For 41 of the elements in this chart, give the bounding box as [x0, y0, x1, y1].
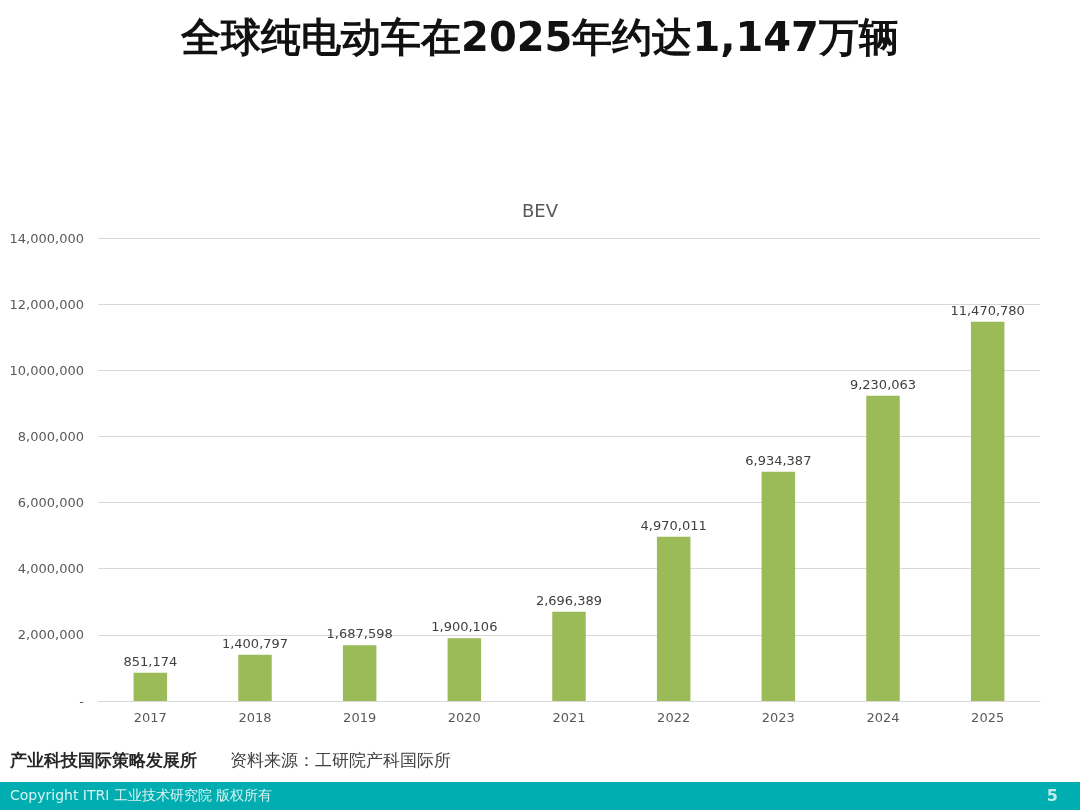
- data-label: 1,900,106: [431, 619, 498, 635]
- text: 资料来源：工研院产科国际所: [230, 749, 451, 770]
- bar: [238, 654, 272, 701]
- x-tick-label: 2021: [552, 710, 586, 725]
- x-tick-label: 2024: [866, 710, 900, 725]
- x-tick-label: 2025: [971, 710, 1005, 725]
- bar: [133, 672, 168, 701]
- y-tick-label: 12,000,000: [9, 296, 84, 312]
- y-tick-label: 6,000,000: [17, 495, 84, 511]
- data-label: 4,970,011: [640, 517, 707, 533]
- x-tick-label: 2023: [761, 710, 795, 725]
- y-tick-label: 10,000,000: [9, 362, 84, 378]
- data-label: 11,470,780: [950, 302, 1025, 318]
- bar: [761, 471, 796, 701]
- bar: [656, 536, 691, 701]
- x-tick-label: 2018: [238, 710, 272, 725]
- bar: [342, 645, 377, 701]
- x-tick-label: 2017: [133, 710, 167, 725]
- data-label: 6,934,387: [745, 452, 812, 468]
- chart-title: 全球纯电动车在2025年约达1,147万辆: [180, 14, 899, 60]
- y-tick-label: 2,000,000: [17, 627, 84, 643]
- x-tick-label: 2022: [657, 710, 691, 725]
- x-tick-label: 2020: [447, 710, 481, 725]
- data-label: 2,696,389: [535, 592, 603, 608]
- y-tick-label: -: [79, 693, 85, 709]
- text: 产业科技国际策略发展所: [9, 749, 197, 770]
- bar: [447, 638, 482, 701]
- text: Copyright ITRI 工业技术研究院 版权所有: [10, 787, 273, 803]
- y-tick-label: 4,000,000: [17, 561, 84, 577]
- x-tick-label: 2019: [343, 710, 377, 725]
- data-label: 851,174: [123, 653, 178, 669]
- bar: [866, 395, 900, 701]
- data-label: 9,230,063: [849, 376, 917, 392]
- y-tick-label: 14,000,000: [9, 230, 84, 246]
- bar: [970, 321, 1005, 701]
- bar: [552, 611, 586, 701]
- data-label: 1,400,797: [221, 635, 289, 651]
- chart-subtitle: BEV: [521, 199, 559, 221]
- y-tick-label: 8,000,000: [17, 428, 84, 444]
- text: 5: [1046, 785, 1059, 805]
- data-label: 1,687,598: [326, 626, 393, 642]
